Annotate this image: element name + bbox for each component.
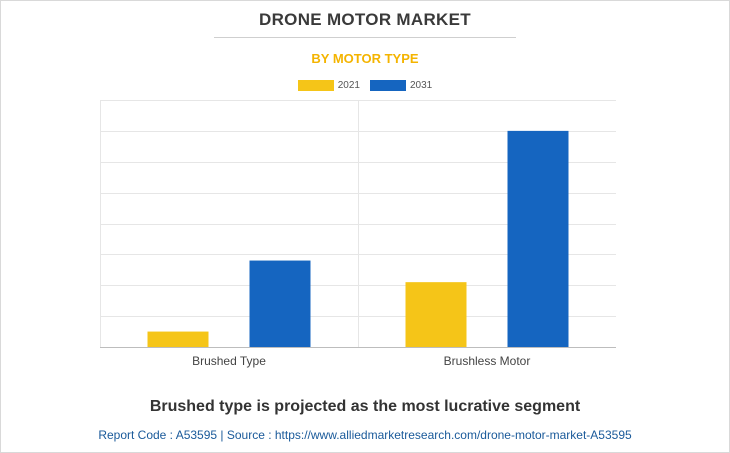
x-tick-label: Brushless Motor — [444, 354, 531, 368]
title-divider — [214, 37, 516, 38]
chart-title: DRONE MOTOR MARKET — [259, 10, 471, 29]
chart-subtitle: BY MOTOR TYPE — [311, 51, 419, 66]
legend: 2021 2031 — [0, 80, 730, 91]
bar-brushed-type-2021 — [147, 331, 209, 347]
bars — [147, 130, 569, 347]
bar-brushless-motor-2021 — [405, 282, 467, 347]
legend-label-2021: 2021 — [337, 80, 360, 91]
bar-brushed-type-2031 — [249, 260, 311, 347]
legend-swatch-2021 — [297, 80, 334, 91]
x-tick-labels: Brushed Type Brushless Motor — [192, 354, 530, 368]
x-tick-label: Brushed Type — [192, 354, 266, 368]
footer-caption: Brushed type is projected as the most lu… — [149, 398, 581, 415]
legend-label-2031: 2031 — [410, 80, 433, 91]
legend-item-2031: 2031 — [370, 80, 432, 91]
legend-item-2021: 2021 — [297, 80, 360, 91]
legend-swatch-2031 — [370, 80, 406, 91]
axes — [100, 100, 616, 348]
bar-brushless-motor-2031 — [507, 130, 569, 347]
footer-source: Report Code : A53595 | Source : https://… — [98, 428, 632, 442]
